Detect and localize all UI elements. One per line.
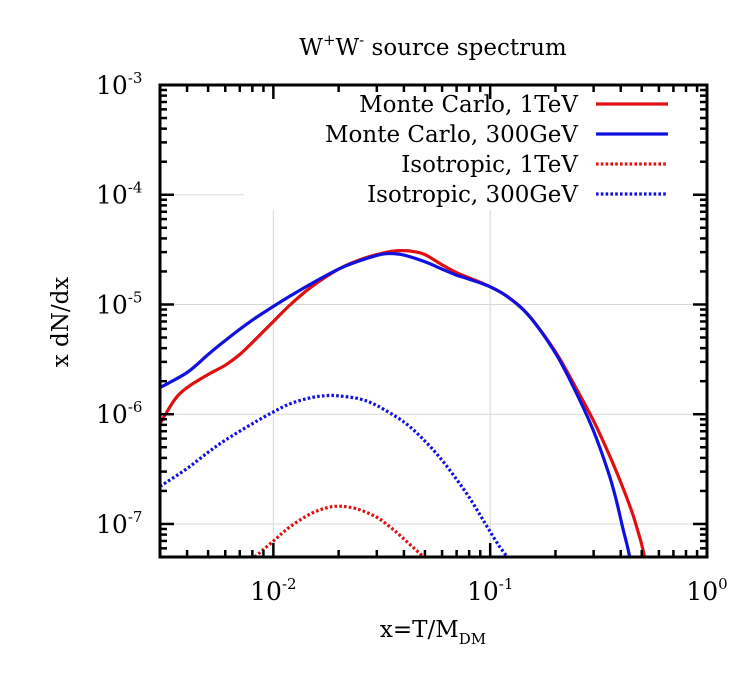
series-line-3 [253,504,426,557]
x-tick-labels: 10-2 10-1 100 [250,575,728,606]
series-line-2 [160,251,632,557]
chart-title: W+W- source spectrum [299,31,567,61]
x-tick-label: 10-1 [467,575,513,606]
series-line-1 [160,248,647,557]
y-tick-label: 10-6 [96,398,142,429]
x-tick-label: 10-2 [250,575,296,606]
y-tick-label: 10-3 [96,69,142,100]
legend-backdrop [244,90,704,210]
plot-area [160,248,647,557]
series-line-4 [160,393,509,557]
legend-label-4: Isotropic, 300GeV [367,182,578,208]
legend-label-2: Monte Carlo, 300GeV [325,122,578,148]
plot-frame [158,83,709,559]
legend: Monte Carlo, 1TeV Monte Carlo, 300GeV Isot… [325,92,668,208]
y-tick-labels: 10-3 10-4 10-5 10-6 10-7 [96,69,142,539]
legend-label-3: Isotropic, 1TeV [401,152,578,178]
y-axis-title: x dN/dx [48,277,74,368]
y-tick-label: 10-7 [96,508,142,539]
y-tick-label: 10-5 [96,288,142,319]
legend-label-1: Monte Carlo, 1TeV [359,92,578,118]
y-tick-label: 10-4 [96,179,142,210]
x-axis-title: x=T/MDM [380,617,486,648]
x-tick-label: 100 [686,575,727,606]
